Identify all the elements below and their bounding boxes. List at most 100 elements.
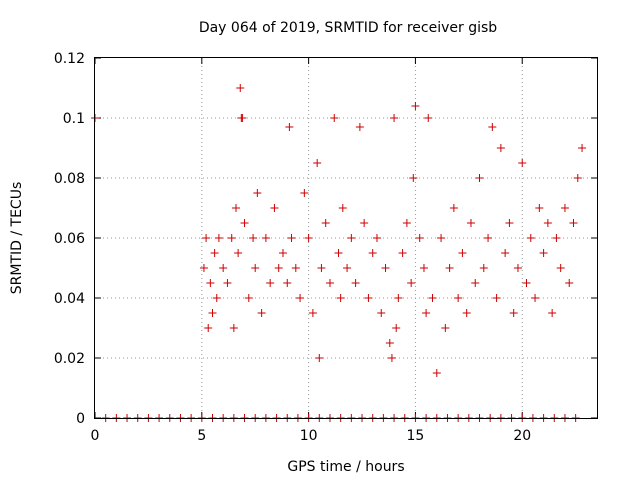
data-point bbox=[428, 294, 437, 302]
data-point bbox=[424, 114, 433, 122]
data-point bbox=[270, 204, 279, 212]
data-point bbox=[415, 234, 424, 242]
data-point bbox=[432, 369, 441, 377]
data-point bbox=[372, 234, 381, 242]
x-tick-label: 20 bbox=[513, 428, 531, 444]
data-point bbox=[330, 114, 339, 122]
data-point bbox=[471, 279, 480, 287]
data-point bbox=[355, 123, 364, 131]
data-point bbox=[334, 249, 343, 257]
data-point bbox=[398, 249, 407, 257]
data-point bbox=[251, 264, 260, 272]
data-point bbox=[317, 264, 326, 272]
data-point bbox=[266, 279, 275, 287]
y-tick-label: 0.08 bbox=[54, 171, 85, 187]
data-point bbox=[402, 219, 411, 227]
data-point bbox=[231, 204, 240, 212]
data-point bbox=[343, 264, 352, 272]
data-point bbox=[304, 234, 313, 242]
grid-lines bbox=[95, 58, 597, 418]
data-point bbox=[556, 264, 565, 272]
data-point bbox=[347, 234, 356, 242]
data-point bbox=[409, 174, 418, 182]
data-point bbox=[509, 309, 518, 317]
plot-border bbox=[94, 57, 598, 419]
data-point bbox=[385, 339, 394, 347]
x-tick-label: 15 bbox=[407, 428, 425, 444]
data-point bbox=[501, 249, 510, 257]
data-point bbox=[526, 234, 535, 242]
data-point bbox=[394, 294, 403, 302]
data-point bbox=[368, 249, 377, 257]
data-point bbox=[569, 219, 578, 227]
data-point bbox=[234, 249, 243, 257]
data-point bbox=[338, 204, 347, 212]
data-point bbox=[419, 264, 428, 272]
y-tick-label: 0.1 bbox=[63, 111, 85, 127]
data-point bbox=[390, 114, 399, 122]
data-point bbox=[505, 219, 514, 227]
data-point bbox=[210, 249, 219, 257]
data-point bbox=[244, 294, 253, 302]
data-point bbox=[458, 249, 467, 257]
data-point bbox=[274, 264, 283, 272]
data-point bbox=[321, 219, 330, 227]
data-point bbox=[552, 234, 561, 242]
data-point bbox=[543, 219, 552, 227]
data-point bbox=[496, 144, 505, 152]
data-point bbox=[488, 123, 497, 131]
chart-title: Day 064 of 2019, SRMTID for receiver gis… bbox=[199, 20, 497, 36]
data-point bbox=[253, 189, 262, 197]
data-point bbox=[223, 279, 232, 287]
data-point bbox=[475, 174, 484, 182]
data-point bbox=[238, 114, 247, 122]
data-point bbox=[387, 354, 396, 362]
y-tick-label: 0.04 bbox=[54, 291, 85, 307]
axis-ticks: 0 0.02 0.04 0.06 0.08 0.1 0.12 0 5 10 15 20 bbox=[54, 51, 597, 444]
data-point bbox=[364, 294, 373, 302]
data-point bbox=[202, 234, 211, 242]
data-point bbox=[283, 279, 292, 287]
y-tick-label: 0.02 bbox=[54, 351, 85, 367]
data-point bbox=[204, 324, 213, 332]
y-tick-label: 0.12 bbox=[54, 51, 85, 67]
x-axis-label: GPS time / hours bbox=[287, 459, 404, 475]
data-point bbox=[199, 264, 208, 272]
data-point bbox=[336, 294, 345, 302]
data-point bbox=[308, 309, 317, 317]
data-point bbox=[313, 159, 322, 167]
data-point bbox=[278, 249, 287, 257]
data-point bbox=[285, 123, 294, 131]
data-point bbox=[411, 102, 420, 110]
data-point bbox=[466, 219, 475, 227]
x-tick-label: 5 bbox=[197, 428, 206, 444]
data-point bbox=[240, 219, 249, 227]
data-point bbox=[377, 309, 386, 317]
data-point bbox=[518, 159, 527, 167]
data-point bbox=[437, 234, 446, 242]
data-point bbox=[449, 204, 458, 212]
data-point bbox=[249, 234, 258, 242]
data-point bbox=[257, 309, 266, 317]
y-axis-label: SRMTID / TECUs bbox=[9, 182, 25, 295]
data-point bbox=[484, 234, 493, 242]
data-point bbox=[445, 264, 454, 272]
data-point bbox=[479, 264, 488, 272]
data-point bbox=[296, 294, 305, 302]
data-point bbox=[560, 204, 569, 212]
data-point bbox=[578, 144, 587, 152]
data-point bbox=[261, 234, 270, 242]
data-point bbox=[219, 264, 228, 272]
data-point bbox=[535, 204, 544, 212]
data-point bbox=[236, 84, 245, 92]
data-point bbox=[454, 294, 463, 302]
data-point bbox=[300, 189, 309, 197]
data-point bbox=[214, 234, 223, 242]
data-point bbox=[291, 264, 300, 272]
data-point bbox=[206, 279, 215, 287]
data-point bbox=[227, 234, 236, 242]
data-point bbox=[513, 264, 522, 272]
data-point bbox=[422, 309, 431, 317]
x-tick-label: 10 bbox=[300, 428, 318, 444]
